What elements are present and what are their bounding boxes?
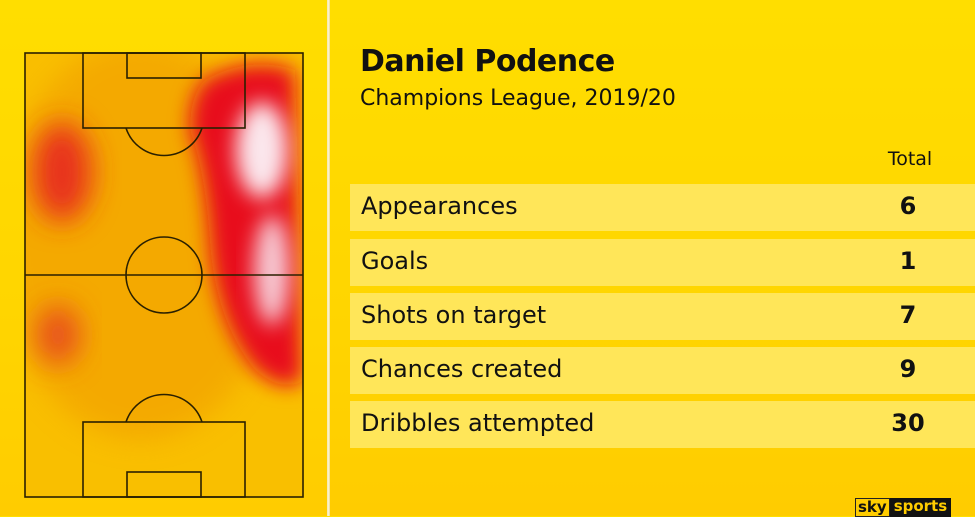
bottom-six-yard-box — [126, 471, 202, 498]
logo-sports: sports — [889, 498, 952, 517]
stat-row-appearances: Appearances 6 — [350, 184, 975, 231]
heat-left-upper — [32, 122, 92, 222]
stat-label: Dribbles attempted — [361, 409, 595, 437]
panel-divider — [327, 0, 330, 516]
stat-value: 9 — [899, 355, 917, 383]
stat-value: 30 — [891, 409, 925, 437]
stat-value: 1 — [899, 247, 917, 275]
top-penalty-arc — [125, 127, 203, 157]
stat-row-shots-on-target: Shots on target 7 — [350, 293, 975, 340]
centre-circle — [125, 236, 203, 314]
top-six-yard-box — [126, 52, 202, 79]
heatmap-pitch — [24, 52, 304, 498]
sky-sports-logo: sky sports — [855, 498, 952, 517]
stat-label: Shots on target — [361, 301, 547, 329]
stat-label: Chances created — [361, 355, 563, 383]
logo-sky: sky — [855, 498, 890, 517]
stat-row-dribbles-attempted: Dribbles attempted 30 — [350, 401, 975, 448]
competition-subtitle: Champions League, 2019/20 — [360, 86, 676, 111]
stat-row-chances-created: Chances created 9 — [350, 347, 975, 394]
stat-row-goals: Goals 1 — [350, 239, 975, 286]
column-header-total: Total — [887, 148, 933, 170]
bottom-penalty-arc — [125, 393, 203, 423]
stat-value: 7 — [899, 301, 917, 329]
stat-label: Appearances — [361, 192, 518, 220]
player-name: Daniel Podence — [360, 44, 615, 79]
heat-right-white-upper — [236, 102, 288, 198]
heat-right-white-lower — [254, 215, 290, 325]
stat-label: Goals — [361, 247, 429, 275]
heat-left-lower — [36, 305, 80, 365]
stat-value: 6 — [899, 192, 917, 220]
